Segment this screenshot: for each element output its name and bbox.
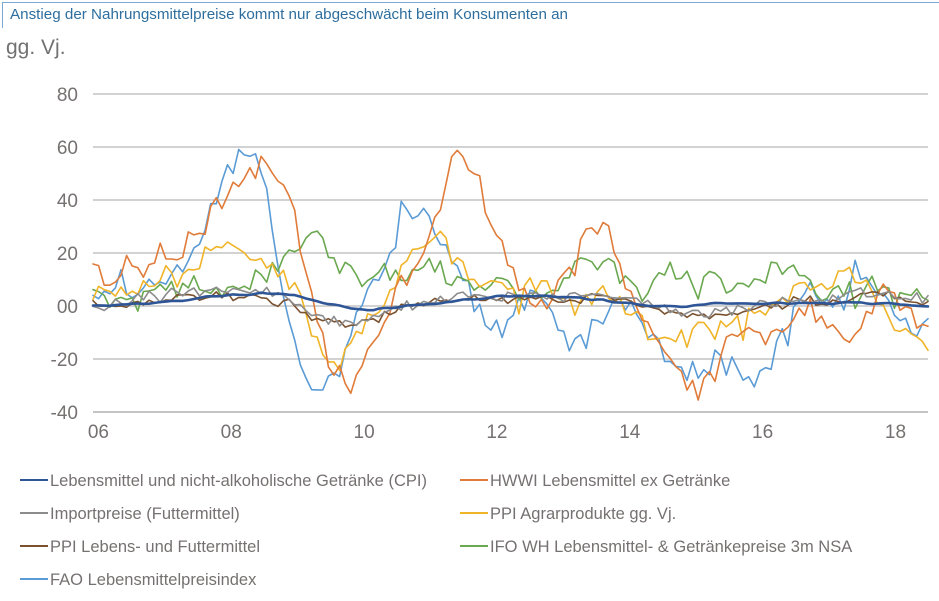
svg-text:40: 40 [57,191,78,212]
svg-text:20: 20 [57,244,78,265]
svg-text:16: 16 [752,422,773,443]
svg-text:12: 12 [486,422,507,443]
svg-text:08: 08 [221,422,242,443]
svg-text:-20: -20 [51,350,78,371]
svg-text:-40: -40 [51,403,78,424]
svg-text:80: 80 [57,85,78,106]
svg-text:10: 10 [354,422,375,443]
svg-text:14: 14 [619,422,641,443]
svg-text:60: 60 [57,138,78,159]
svg-text:00: 00 [57,297,78,318]
svg-text:18: 18 [885,422,906,443]
svg-text:06: 06 [88,422,109,443]
